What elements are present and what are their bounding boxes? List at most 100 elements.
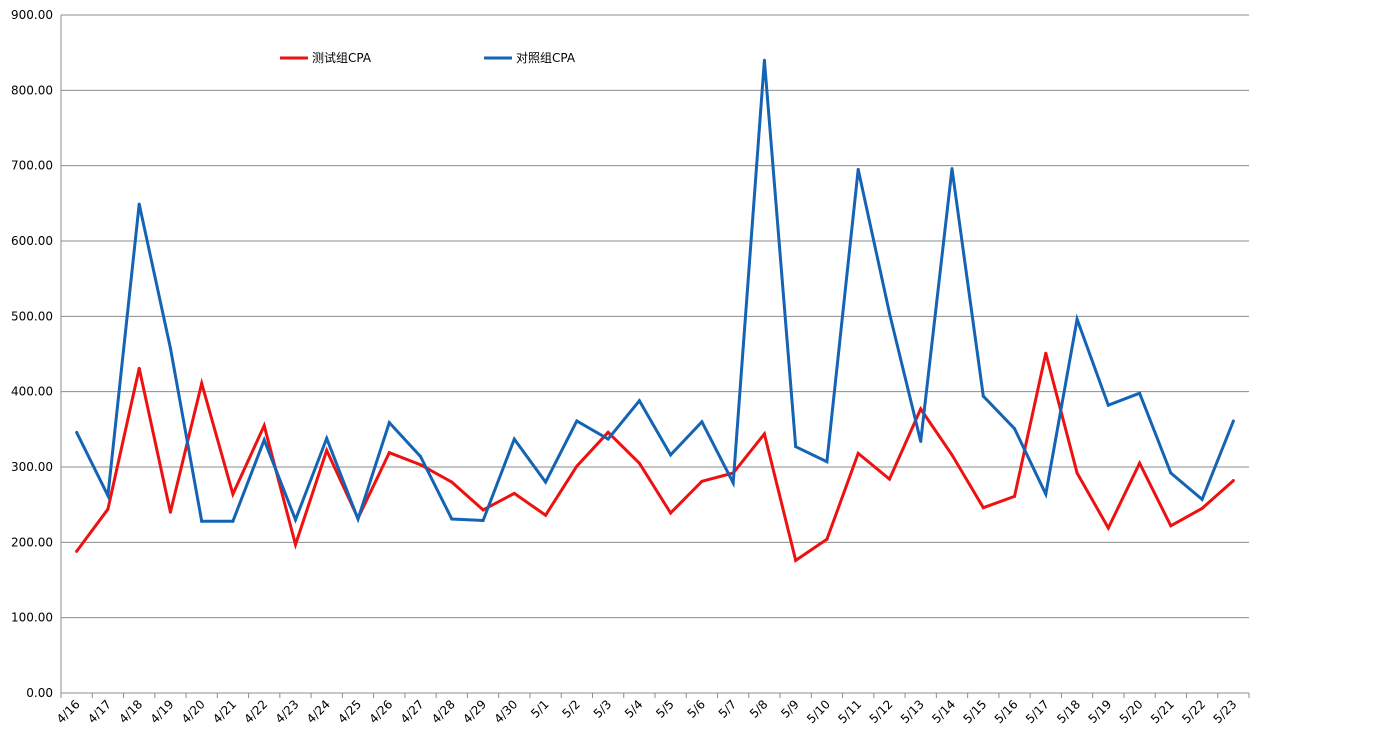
data-point <box>606 437 610 441</box>
data-point <box>794 558 798 562</box>
data-point <box>950 167 954 171</box>
y-tick-label: 700.00 <box>11 159 53 173</box>
x-tick-label: 4/27 <box>398 697 427 726</box>
data-point <box>544 513 548 517</box>
y-tick-label: 800.00 <box>11 83 53 97</box>
data-point <box>700 479 704 483</box>
data-point <box>700 420 704 424</box>
data-point <box>887 311 891 315</box>
data-point <box>293 543 297 547</box>
data-point <box>762 432 766 436</box>
data-point <box>1013 494 1017 498</box>
data-point <box>575 464 579 468</box>
data-point <box>606 430 610 434</box>
data-point <box>1075 471 1079 475</box>
x-tick-label: 4/16 <box>54 697 83 726</box>
x-tick-label: 5/3 <box>591 697 615 721</box>
data-point <box>1106 526 1110 530</box>
data-point <box>981 506 985 510</box>
data-point <box>168 510 172 514</box>
data-point <box>512 491 516 495</box>
data-point <box>75 430 79 434</box>
data-point <box>575 419 579 423</box>
x-tick-label: 5/13 <box>898 697 927 726</box>
data-point <box>262 438 266 442</box>
x-tick-label: 5/21 <box>1148 697 1177 726</box>
x-tick-label: 5/12 <box>867 697 896 726</box>
data-point <box>419 454 423 458</box>
x-tick-label: 5/20 <box>1117 697 1146 726</box>
data-point <box>1138 461 1142 465</box>
data-point <box>1106 403 1110 407</box>
axes <box>60 15 1250 698</box>
data-point <box>669 453 673 457</box>
data-point <box>1075 317 1079 321</box>
y-tick-label: 600.00 <box>11 234 53 248</box>
y-tick-label: 300.00 <box>11 460 53 474</box>
data-point <box>168 346 172 350</box>
data-point <box>262 424 266 428</box>
data-point <box>1044 492 1048 496</box>
x-tick-label: 5/16 <box>992 697 1021 726</box>
data-point <box>950 453 954 457</box>
data-point <box>387 451 391 455</box>
data-point <box>419 463 423 467</box>
series-line-0 <box>75 352 1235 563</box>
x-tick-label: 5/22 <box>1179 697 1208 726</box>
data-point <box>731 481 735 485</box>
y-tick-label: 200.00 <box>11 535 53 549</box>
data-point <box>825 537 829 541</box>
data-point <box>231 519 235 523</box>
data-point <box>200 381 204 385</box>
data-point <box>231 492 235 496</box>
data-point <box>325 448 329 452</box>
data-point <box>106 507 110 511</box>
data-point <box>1138 391 1142 395</box>
y-tick-label: 900.00 <box>11 8 53 22</box>
data-point <box>825 460 829 464</box>
x-tick-label: 4/25 <box>335 697 364 726</box>
data-point <box>919 407 923 411</box>
legend-label-test: 测试组CPA <box>312 50 372 65</box>
gridlines <box>61 14 1249 619</box>
y-tick-label: 100.00 <box>11 611 53 625</box>
data-point <box>544 480 548 484</box>
data-point <box>981 394 985 398</box>
data-point <box>1044 351 1048 355</box>
data-point <box>669 511 673 515</box>
x-tick-label: 5/14 <box>929 697 958 726</box>
data-point <box>887 477 891 481</box>
x-tick-label: 5/15 <box>960 697 989 726</box>
data-point <box>481 508 485 512</box>
data-point <box>325 436 329 440</box>
data-point <box>512 437 516 441</box>
data-point <box>356 517 360 521</box>
x-tick-label: 5/17 <box>1023 697 1052 726</box>
data-point <box>919 439 923 443</box>
x-tick-label: 5/11 <box>835 697 864 726</box>
data-point <box>637 461 641 465</box>
data-point <box>450 517 454 521</box>
x-tick-label: 5/9 <box>778 697 802 721</box>
x-tick-label: 5/8 <box>747 697 771 721</box>
x-tick-label: 5/19 <box>1085 697 1114 726</box>
data-point <box>1231 479 1235 483</box>
y-tick-label: 0.00 <box>26 686 53 700</box>
data-point <box>794 445 798 449</box>
x-tick-label: 4/18 <box>116 697 145 726</box>
data-point <box>1200 497 1204 501</box>
x-tick-label: 4/21 <box>210 697 239 726</box>
x-tick-label: 5/7 <box>716 697 740 721</box>
x-tick-label: 4/24 <box>304 697 333 726</box>
data-point <box>637 399 641 403</box>
data-point <box>1200 506 1204 510</box>
data-point <box>1231 419 1235 423</box>
data-point <box>856 167 860 171</box>
data-point <box>75 549 79 553</box>
x-tick-label: 5/23 <box>1211 697 1240 726</box>
legend-label-control: 对照组CPA <box>516 51 576 65</box>
y-tick-label: 500.00 <box>11 309 53 323</box>
data-point <box>450 480 454 484</box>
x-tick-label: 4/17 <box>85 697 114 726</box>
